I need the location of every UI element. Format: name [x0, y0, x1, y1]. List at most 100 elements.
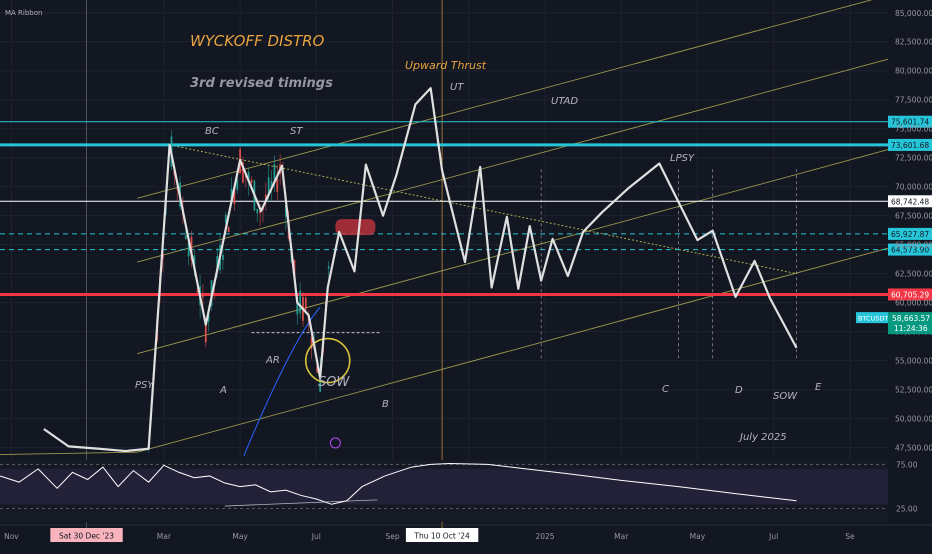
candle-body — [196, 290, 199, 292]
candle-body — [227, 227, 230, 233]
candle-body — [299, 290, 302, 314]
wyckoff-phase-label: A — [219, 385, 227, 396]
upward-thrust-label: Upward Thrust — [405, 59, 487, 72]
channel-line — [0, 451, 138, 455]
candle-body — [207, 314, 210, 322]
time-tick-label: Sep — [385, 532, 399, 541]
time-tick-label: May — [690, 532, 706, 541]
rsi-tick-label: 75.00 — [896, 460, 918, 469]
time-tick-label: Nov — [4, 532, 19, 541]
wyckoff-phase-label: BC — [205, 126, 219, 137]
time-highlight-label: Thu 10 Oct '24 — [413, 532, 470, 541]
chart-subtitle: 3rd revised timings — [190, 76, 333, 91]
candle-body — [284, 204, 287, 217]
level-price-label: 65,927.87 — [891, 230, 929, 239]
wyckoff-phase-label: LPSY — [670, 153, 695, 164]
candle-body — [236, 179, 239, 190]
hand-drawings — [243, 219, 376, 456]
current-price-tag — [888, 312, 932, 335]
rsi-background — [0, 460, 888, 522]
candle-body — [264, 194, 267, 201]
candle-body — [259, 210, 262, 214]
price-tick-label: 70,000.00 — [895, 183, 932, 192]
time-tick-label: Mar — [157, 532, 172, 541]
time-tick-label: 2025 — [535, 532, 554, 541]
candle-body — [270, 180, 273, 189]
wyckoff-phase-label: D — [735, 385, 743, 396]
candle-body — [316, 365, 319, 373]
rsi-trend-line — [224, 499, 378, 507]
price-tick-label: 62,500.00 — [895, 270, 932, 279]
level-price-label: 60,705.29 — [891, 290, 929, 299]
wyckoff-phase-label: C — [662, 384, 669, 395]
level-price-label: 73,601.68 — [891, 141, 929, 150]
candle-body — [310, 337, 313, 349]
time-tick-label: Se — [845, 532, 855, 541]
indicator-label[interactable]: MA Ribbon — [5, 9, 43, 17]
candle-body — [224, 214, 227, 223]
level-price-tag — [888, 115, 932, 128]
symbol-tag-bg — [856, 312, 888, 324]
candle-body — [267, 177, 270, 197]
candle-body — [187, 242, 190, 257]
price-tick-label: 75,000.00 — [895, 125, 932, 134]
bar-countdown-label: 11:24:36 — [894, 324, 928, 333]
time-tick-label: Mar — [614, 532, 629, 541]
channel-line — [137, 58, 889, 263]
rsi-line[interactable] — [0, 463, 797, 505]
rsi-pane[interactable] — [0, 460, 888, 522]
wyckoff-phase-label: ST — [290, 126, 303, 137]
time-tick-label: Jul — [311, 532, 321, 541]
wyckoff-phase-label: AR — [265, 355, 280, 366]
price-path-series[interactable] — [43, 87, 798, 453]
channel-line — [137, 0, 873, 199]
level-price-label: 75,601.74 — [891, 118, 929, 127]
candle-body — [202, 294, 204, 298]
time-highlight-tag — [405, 528, 479, 542]
price-tick-label: 65,000.00 — [895, 241, 932, 250]
candle-body — [242, 162, 244, 183]
price-tick-label: 52,500.00 — [895, 386, 932, 395]
candle-body — [327, 266, 330, 269]
wyckoff-phase-label: SOW — [773, 391, 798, 402]
wyckoff-phase-label: July 2025 — [738, 432, 787, 443]
price-axis[interactable]: 75,601.74 73,601.68 68,742.48 65,927.87 64,5… — [856, 9, 932, 514]
time-axis[interactable]: NovMarMayJulSepNov2025MarMayJulSeSat 30 … — [0, 524, 932, 542]
highlight-circle — [304, 337, 351, 384]
grid — [0, 0, 888, 522]
candle-body — [233, 187, 236, 205]
candle-body — [176, 188, 179, 190]
price-tick-label: 80,000.00 — [895, 67, 932, 76]
price-tick-label: 67,500.00 — [895, 212, 932, 221]
price-path-line[interactable] — [43, 87, 798, 453]
downtrend-dotted-line — [169, 144, 797, 275]
level-price-tag — [888, 195, 932, 208]
wyckoff-phase-label: SOW — [318, 375, 350, 390]
wyckoff-phase-label: E — [815, 382, 822, 393]
wyckoff-phase-label: B — [382, 399, 389, 410]
time-tick-label: Jul — [768, 532, 778, 541]
price-tick-label: 77,500.00 — [895, 96, 932, 105]
level-price-tag — [888, 227, 932, 240]
annotation-labels: WYCKOFF DISTRO 3rd revised timings Upward … — [135, 32, 822, 443]
moving-average-line — [243, 306, 321, 456]
candle-body — [184, 235, 187, 239]
price-tick-label: 55,000.00 — [895, 357, 932, 366]
candle-body — [256, 209, 259, 214]
time-highlight-label: Sat 30 Dec '23 — [59, 532, 114, 541]
candle-body — [276, 178, 279, 192]
time-tick-label: May — [232, 532, 248, 541]
event-icon — [329, 437, 341, 449]
price-tick-label: 85,000.00 — [895, 9, 932, 18]
price-tick-label: 72,500.00 — [895, 154, 932, 163]
price-tick-label: 60,000.00 — [895, 299, 932, 308]
price-tick-label: 82,500.00 — [895, 38, 932, 47]
wyckoff-phase-label: PSY — [135, 380, 154, 391]
candle-body — [204, 322, 207, 343]
wyckoff-phase-label: UTAD — [551, 96, 578, 107]
rsi-band — [0, 468, 888, 505]
level-price-label: 64,573.90 — [891, 246, 929, 255]
price-tick-label: 47,500.00 — [895, 444, 932, 453]
